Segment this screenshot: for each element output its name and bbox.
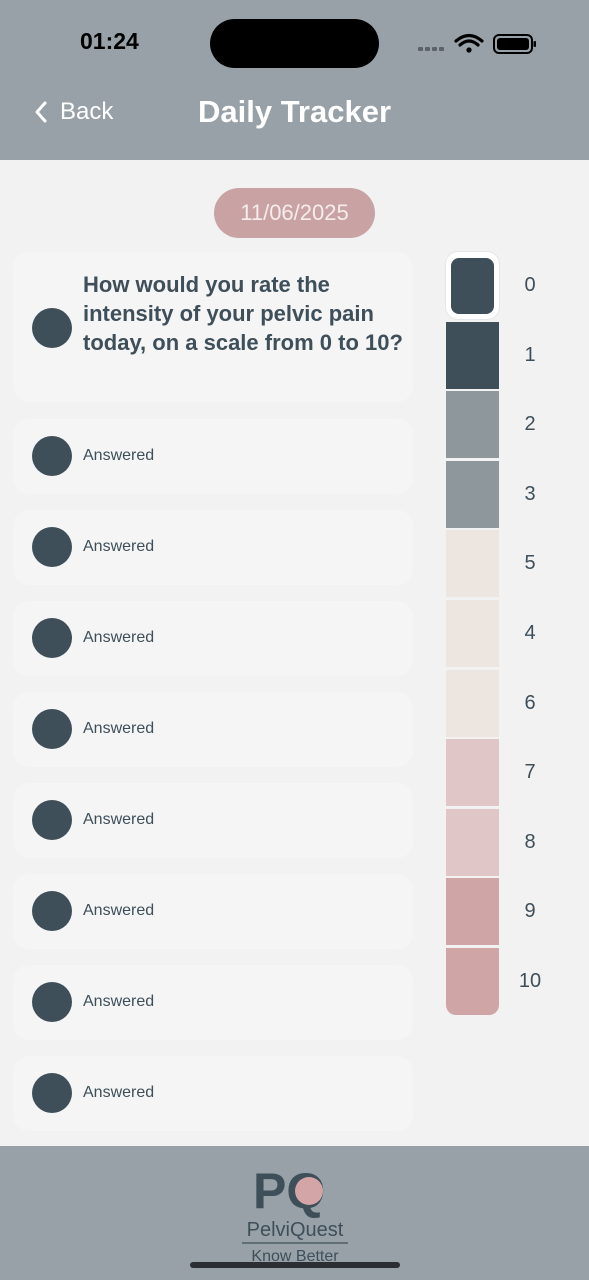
answered-label: Answered (83, 447, 155, 464)
wifi-icon (454, 33, 484, 53)
battery-icon (493, 34, 536, 54)
status-time: 01:24 (80, 28, 139, 54)
answered-label: Answered (83, 1084, 155, 1101)
pain-scale-option-10[interactable] (446, 948, 499, 1015)
answered-status-dot (32, 709, 72, 749)
question-card[interactable]: How would you rate the intensity of your… (13, 252, 413, 402)
chevron-left-icon (35, 101, 47, 123)
answered-status-dot (32, 982, 72, 1022)
answered-label: Answered (83, 902, 155, 919)
pelviquest-logo: PQ PelviQuest Know Better (242, 1164, 348, 1264)
pain-scale-label: 7 (524, 761, 536, 784)
answered-status-dot (32, 800, 72, 840)
svg-text:Know Better: Know Better (251, 1248, 339, 1264)
footer-bar (0, 1146, 589, 1280)
answered-status-dot (32, 891, 72, 931)
pain-scale-option-9[interactable] (446, 878, 499, 946)
pain-scale-option-6[interactable] (446, 669, 499, 737)
pain-scale-label: 0 (524, 274, 536, 296)
pain-scale-label: 1 (524, 343, 536, 366)
pain-scale-label: 10 (518, 970, 542, 992)
answered-card[interactable]: Answered (13, 510, 413, 585)
back-label: Back (60, 98, 114, 125)
dynamic-island (210, 19, 379, 68)
answered-card[interactable]: Answered (13, 692, 413, 767)
pain-scale-option-7[interactable] (446, 739, 499, 807)
answered-card[interactable]: Answered (13, 419, 413, 494)
answered-label: Answered (83, 720, 155, 737)
signal-icon (418, 47, 444, 51)
pain-scale-label: 5 (524, 552, 536, 575)
answered-status-dot (32, 436, 72, 476)
pain-scale-option-8[interactable] (446, 808, 499, 876)
answered-card[interactable]: Answered (13, 601, 413, 676)
pain-scale-label: 8 (524, 830, 536, 853)
date-pill[interactable]: 11/06/2025 (214, 188, 375, 238)
svg-text:PelviQuest: PelviQuest (247, 1219, 344, 1241)
pain-scale-option-1[interactable] (446, 321, 499, 389)
home-indicator (190, 1262, 400, 1268)
answered-card[interactable]: Answered (13, 965, 413, 1040)
pain-scale-label: 2 (524, 413, 536, 436)
answered-label: Answered (83, 629, 155, 646)
back-button[interactable]: Back (34, 98, 113, 126)
answered-card[interactable]: Answered (13, 783, 413, 858)
pain-scale-label: 4 (524, 622, 536, 644)
pain-scale-label: 6 (524, 691, 536, 714)
pain-scale-option-0[interactable] (446, 252, 499, 319)
selected-option-indicator (451, 258, 494, 314)
pain-scale-label: 3 (524, 482, 536, 505)
question-status-dot (32, 308, 72, 348)
answered-status-dot (32, 1073, 72, 1113)
pain-scale-option-2[interactable] (446, 391, 499, 459)
answered-card[interactable]: Answered (13, 874, 413, 949)
page-title: Daily Tracker (197, 94, 392, 129)
question-text: How would you rate the intensity of your… (83, 272, 403, 355)
pain-scale-label: 9 (524, 900, 536, 923)
answered-label: Answered (83, 811, 155, 828)
status-icons (418, 33, 536, 54)
header-bar: 01:24 Back Daily Tracker (0, 0, 589, 160)
pain-scale-option-3[interactable] (446, 460, 499, 528)
answered-label: Answered (83, 993, 155, 1010)
answered-status-dot (32, 527, 72, 567)
answered-label: Answered (83, 538, 155, 555)
answered-card[interactable]: Answered (13, 1056, 413, 1131)
answered-status-dot (32, 618, 72, 658)
pain-scale-option-5[interactable] (446, 530, 499, 598)
pain-scale-option-4[interactable] (446, 600, 499, 667)
